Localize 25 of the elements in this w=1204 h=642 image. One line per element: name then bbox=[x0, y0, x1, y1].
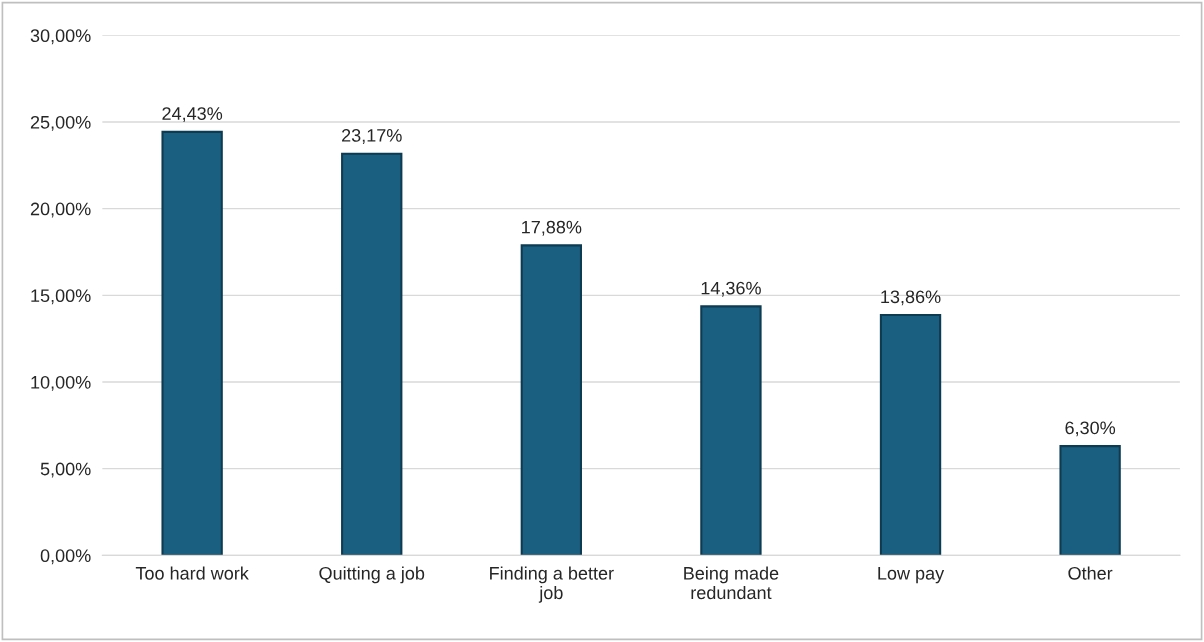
x-tick-label: Quitting a job bbox=[319, 566, 425, 584]
y-tick-label: 25,00% bbox=[30, 115, 91, 131]
y-tick-label: 20,00% bbox=[30, 202, 91, 218]
bar bbox=[700, 305, 762, 556]
data-label: 14,36% bbox=[701, 281, 761, 297]
bar bbox=[1059, 445, 1121, 556]
bar bbox=[879, 314, 942, 556]
bar bbox=[161, 130, 223, 556]
x-tick-label: Being made redundant bbox=[684, 566, 779, 600]
y-tick-label: 15,00% bbox=[31, 289, 91, 305]
bar bbox=[341, 152, 403, 556]
data-label: 24,43% bbox=[162, 107, 223, 123]
x-tick-label: Too hard work bbox=[135, 566, 249, 580]
x-tick-label: Other bbox=[1068, 566, 1113, 580]
x-tick-label: Finding a better job bbox=[490, 566, 614, 603]
x-tick-label: Low pay bbox=[878, 567, 945, 584]
data-label: 13,86% bbox=[881, 290, 941, 306]
y-tick-label: 5,00% bbox=[40, 462, 91, 478]
data-label: 17,88% bbox=[522, 220, 582, 236]
data-label: 6,30% bbox=[1065, 421, 1116, 437]
data-label: 23,17% bbox=[342, 129, 402, 144]
y-tick-label: 30,00% bbox=[30, 29, 91, 45]
y-tick-label: 10,00% bbox=[31, 375, 91, 391]
y-tick-label: 0,00% bbox=[40, 549, 91, 565]
bar bbox=[520, 244, 583, 556]
